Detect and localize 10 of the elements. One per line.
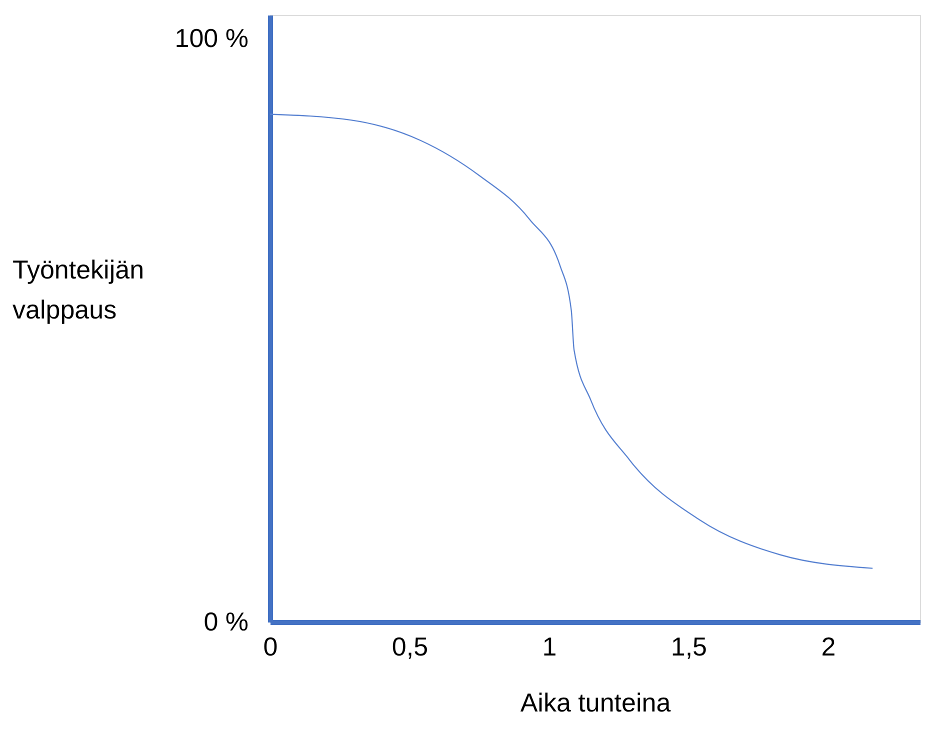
- y-tick-label: 0 %: [204, 606, 248, 636]
- x-tick-label: 0: [263, 632, 278, 662]
- y-tick-label: 100 %: [174, 22, 248, 53]
- y-axis-title: Työntekijän valppaus: [12, 254, 144, 324]
- x-tick-label: 1,5: [670, 632, 708, 662]
- x-tick-label: 1: [542, 632, 557, 662]
- x-axis-title: Aika tunteina: [520, 688, 672, 718]
- x-tick-label: 2: [821, 632, 836, 662]
- x-tick-label: 0,5: [392, 632, 428, 662]
- line-series: [269, 114, 874, 569]
